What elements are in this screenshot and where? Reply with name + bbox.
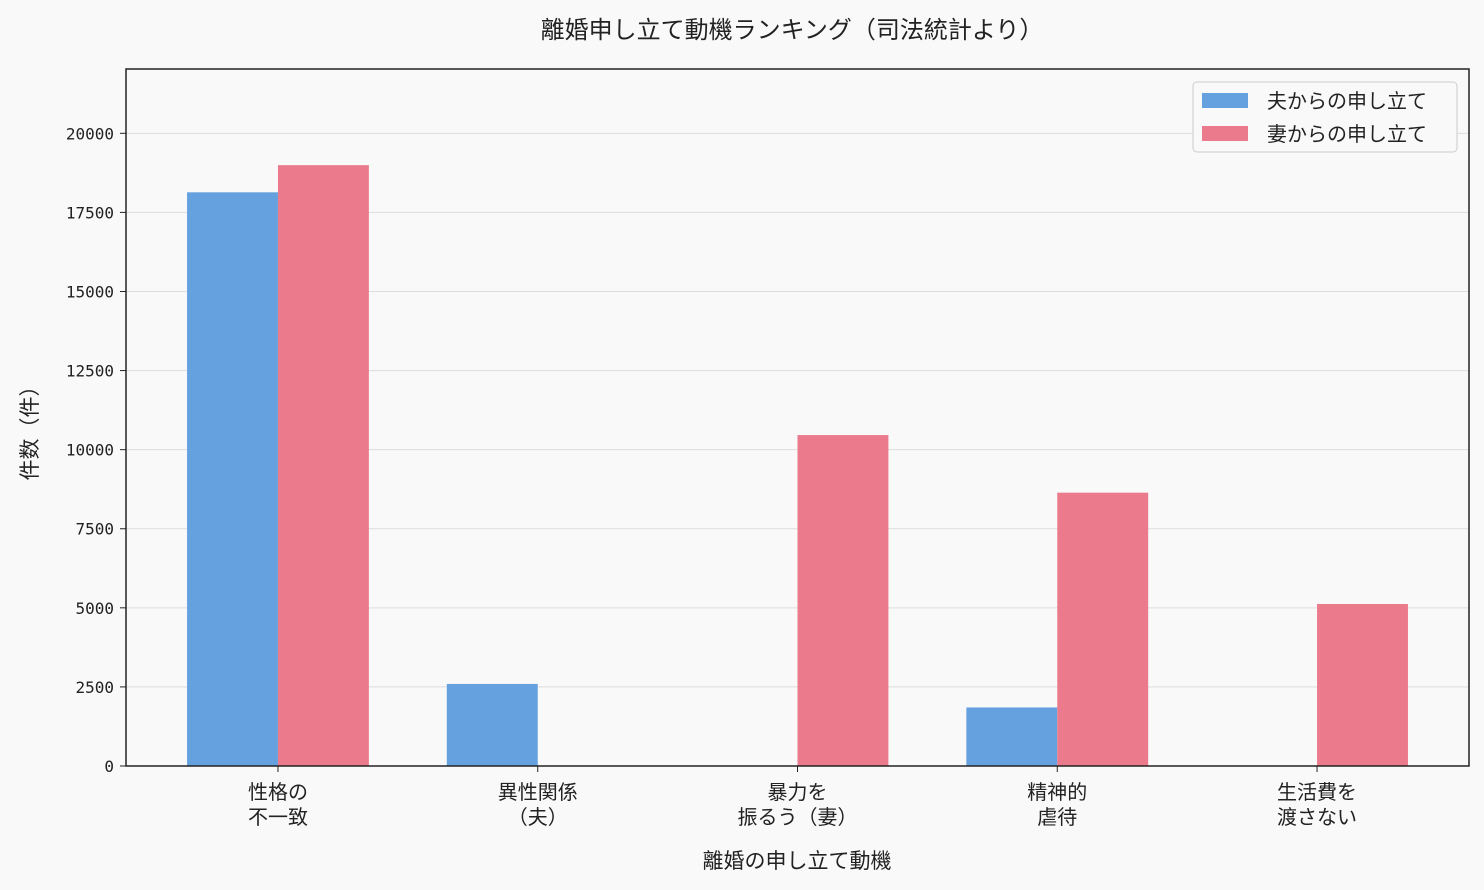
y-tick-label: 17500 [66,203,114,222]
x-tick-label: 生活費を [1277,780,1357,804]
x-tick-label: 渡さない [1277,805,1357,829]
legend-swatch-husband [1202,93,1248,108]
x-tick-label: 虐待 [1037,805,1077,829]
bar-husband [966,707,1058,766]
bar-husband [187,192,278,766]
legend-label-wife: 妻からの申し立て [1267,122,1427,146]
bar-wife [277,165,369,766]
x-tick-label: 異性関係 [498,780,578,804]
x-tick-label: 振るう（妻） [738,805,858,829]
y-tick-label: 0 [104,757,114,776]
bar-husband [446,683,538,766]
bar-wife [1057,492,1149,766]
x-tick-label: 不一致 [248,805,308,829]
x-tick-label: 暴力を [768,780,828,804]
y-tick-label: 10000 [66,441,114,460]
x-tick-label: 精神的 [1027,780,1087,804]
x-tick-label: 性格の [248,780,308,804]
chart-title: 離婚申し立て動機ランキング（司法統計より） [541,16,1044,44]
x-tick-label: （夫） [508,805,568,829]
y-axis-label: 件数（件） [18,376,42,481]
y-tick-label: 20000 [66,124,114,143]
legend-box [1192,81,1458,153]
legend: 夫からの申し立て 妻からの申し立て [1192,81,1458,153]
legend-label-husband: 夫からの申し立て [1267,89,1427,113]
y-tick-label: 12500 [66,362,114,381]
legend-swatch-wife [1202,126,1248,141]
y-tick-label: 2500 [75,678,114,697]
y-tick-label: 5000 [75,599,114,618]
bar-wife [1317,604,1408,766]
y-tick-label: 15000 [66,282,114,301]
bar-wife [797,435,889,766]
x-axis-label: 離婚の申し立て動機 [703,849,892,873]
y-tick-label: 7500 [75,520,114,539]
